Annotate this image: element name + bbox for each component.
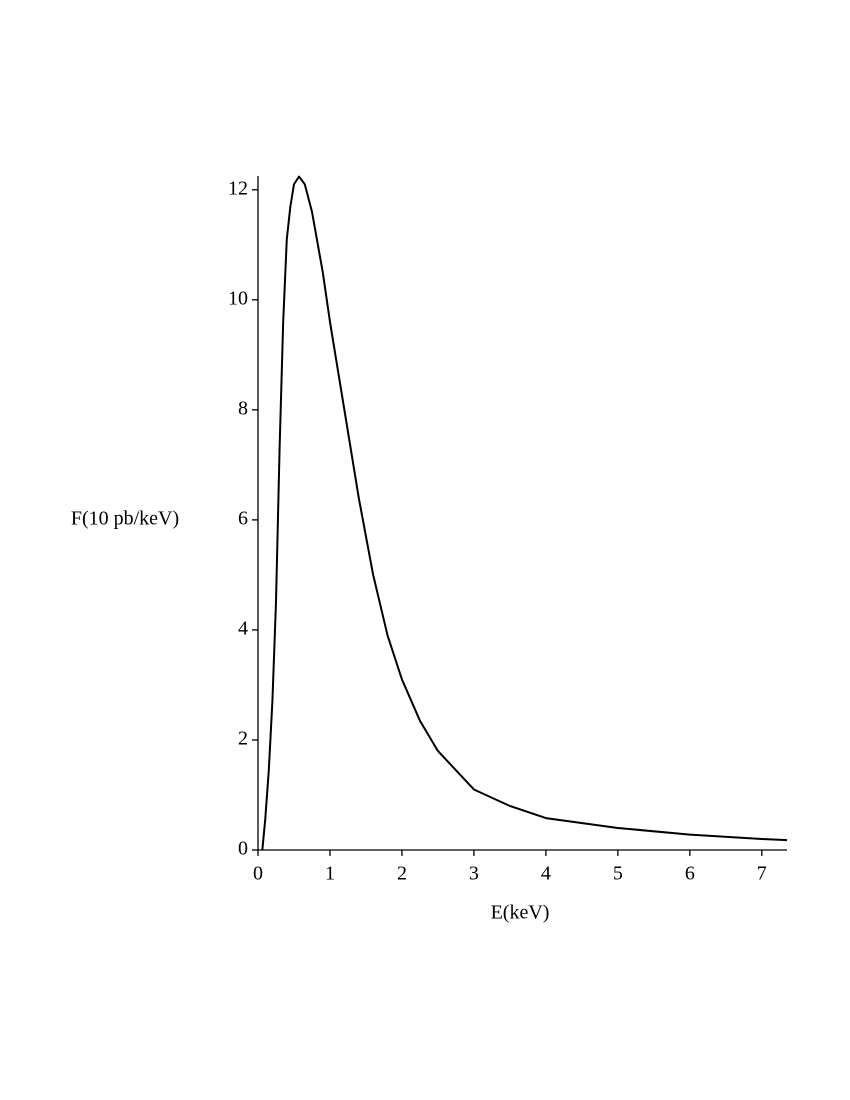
x-tick-label: 0 xyxy=(253,863,263,885)
y-axis-label: F(10 pb/keV) xyxy=(71,508,179,530)
y-tick-label: 4 xyxy=(238,618,248,640)
y-tick-label: 0 xyxy=(238,838,248,860)
x-tick-label: 4 xyxy=(541,863,551,885)
data-line xyxy=(261,175,788,851)
y-tick-label: 6 xyxy=(238,507,248,529)
x-tick-label: 5 xyxy=(613,863,623,885)
x-axis-label: E(keV) xyxy=(491,902,550,924)
x-tick-label: 1 xyxy=(325,863,335,885)
y-tick-label: 2 xyxy=(238,728,248,750)
x-tick-label: 6 xyxy=(685,863,695,885)
y-tick-label: 12 xyxy=(228,177,248,199)
x-tick-label: 7 xyxy=(757,863,767,885)
y-tick-label: 8 xyxy=(238,397,248,419)
x-tick-label: 3 xyxy=(469,863,479,885)
y-tick-label: 10 xyxy=(228,287,248,309)
x-tick-label: 2 xyxy=(397,863,407,885)
